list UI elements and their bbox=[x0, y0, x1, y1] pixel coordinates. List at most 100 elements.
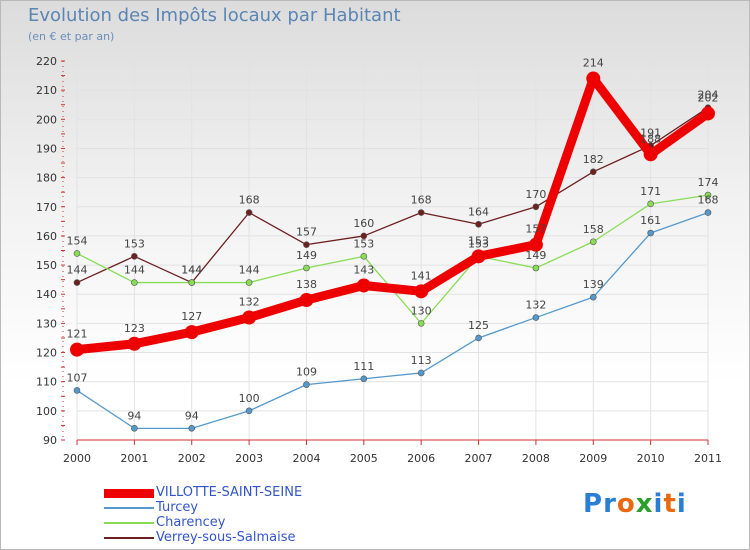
data-point-charencey bbox=[417, 320, 425, 327]
data-label-verrey-sous-salmaise: 164 bbox=[468, 205, 489, 218]
data-label-charencey: 171 bbox=[640, 185, 661, 198]
data-label-turcey: 94 bbox=[127, 409, 141, 422]
data-point-villotte-saint-seine bbox=[528, 237, 543, 252]
logo-letter: r bbox=[603, 489, 617, 519]
data-label-villotte-saint-seine: 143 bbox=[353, 263, 374, 276]
data-point-verrey-sous-salmaise bbox=[303, 241, 310, 248]
data-label-verrey-sous-salmaise: 204 bbox=[698, 89, 719, 102]
y-tick-label: 130 bbox=[36, 317, 57, 330]
x-tick-label: 2011 bbox=[694, 452, 722, 465]
data-point-turcey bbox=[417, 369, 425, 377]
legend-label-verrey: Verrey-sous-Salmaise bbox=[156, 530, 296, 545]
data-label-charencey: 144 bbox=[124, 264, 145, 277]
data-point-charencey bbox=[704, 191, 712, 199]
data-point-verrey-sous-salmaise bbox=[475, 220, 482, 228]
data-point-charencey bbox=[73, 250, 81, 257]
y-tick-label: 140 bbox=[36, 288, 57, 301]
y-tick-label: 150 bbox=[36, 259, 57, 272]
data-point-villotte-saint-seine bbox=[127, 336, 142, 351]
data-label-turcey: 109 bbox=[296, 366, 317, 379]
data-point-turcey bbox=[589, 293, 597, 301]
data-label-charencey: 144 bbox=[181, 264, 202, 277]
data-label-charencey: 144 bbox=[239, 264, 260, 277]
data-label-charencey: 153 bbox=[468, 237, 489, 250]
chart-title: Evolution des Impôts locaux par Habitant bbox=[28, 5, 401, 26]
data-label-turcey: 125 bbox=[468, 319, 489, 332]
x-tick-label: 2008 bbox=[522, 452, 550, 465]
data-label-verrey-sous-salmaise: 160 bbox=[353, 217, 374, 230]
data-point-verrey-sous-salmaise bbox=[589, 168, 597, 176]
legend-item-charencey: Charencey bbox=[104, 515, 364, 531]
data-label-verrey-sous-salmaise: 168 bbox=[411, 194, 432, 207]
x-tick-label: 2006 bbox=[407, 452, 435, 465]
data-point-villotte-saint-seine bbox=[70, 342, 84, 357]
y-tick-label: 120 bbox=[36, 347, 57, 360]
y-tick-label: 210 bbox=[36, 84, 57, 97]
x-tick-label: 2003 bbox=[235, 452, 263, 465]
data-point-villotte-saint-seine bbox=[242, 310, 257, 325]
legend-label-turcey: Turcey bbox=[156, 500, 199, 515]
data-point-villotte-saint-seine bbox=[299, 293, 314, 308]
y-tick-label: 110 bbox=[36, 376, 57, 389]
x-tick-label: 2009 bbox=[579, 452, 607, 465]
data-label-villotte-saint-seine: 123 bbox=[124, 322, 145, 335]
data-point-turcey bbox=[704, 209, 712, 216]
data-label-turcey: 113 bbox=[411, 354, 432, 367]
data-point-charencey bbox=[188, 279, 196, 286]
y-tick-label: 170 bbox=[36, 201, 57, 214]
data-label-villotte-saint-seine: 121 bbox=[67, 328, 88, 341]
data-point-charencey bbox=[647, 200, 654, 208]
data-point-charencey bbox=[360, 253, 368, 260]
y-tick-label: 180 bbox=[36, 172, 57, 185]
legend-item-villotte: VILLOTTE-SAINT-SEINE bbox=[104, 485, 364, 501]
data-label-verrey-sous-salmaise: 144 bbox=[67, 264, 88, 277]
data-point-verrey-sous-salmaise bbox=[245, 209, 253, 216]
data-label-verrey-sous-salmaise: 157 bbox=[296, 226, 317, 239]
series-line-verrey-sous-salmaise bbox=[76, 106, 709, 284]
data-point-charencey bbox=[245, 279, 253, 286]
data-label-turcey: 94 bbox=[185, 409, 199, 422]
x-tick-label: 2004 bbox=[292, 452, 320, 465]
data-point-villotte-saint-seine bbox=[643, 147, 658, 162]
data-label-villotte-saint-seine: 188 bbox=[640, 132, 661, 145]
data-label-turcey: 111 bbox=[353, 360, 374, 373]
data-label-charencey: 149 bbox=[296, 249, 317, 262]
data-label-charencey: 154 bbox=[67, 234, 88, 247]
data-point-villotte-saint-seine bbox=[356, 278, 371, 293]
data-label-villotte-saint-seine: 214 bbox=[583, 56, 604, 69]
data-label-charencey: 174 bbox=[698, 176, 719, 189]
x-tick-label: 2007 bbox=[465, 452, 493, 465]
data-label-turcey: 100 bbox=[239, 392, 260, 405]
data-label-villotte-saint-seine: 141 bbox=[411, 269, 432, 282]
data-label-villotte-saint-seine: 202 bbox=[698, 91, 719, 104]
x-tick-label: 2000 bbox=[63, 452, 91, 465]
data-point-verrey-sous-salmaise bbox=[73, 279, 81, 286]
data-label-verrey-sous-salmaise: 182 bbox=[583, 153, 604, 166]
data-point-villotte-saint-seine bbox=[701, 106, 715, 121]
data-point-turcey bbox=[245, 407, 253, 415]
data-label-villotte-saint-seine: 157 bbox=[525, 223, 546, 236]
legend-swatch-villotte bbox=[104, 489, 154, 498]
x-tick-label: 2002 bbox=[178, 452, 206, 465]
data-label-charencey: 158 bbox=[583, 223, 604, 236]
data-point-turcey bbox=[475, 334, 482, 342]
data-point-turcey bbox=[303, 381, 310, 388]
data-point-villotte-saint-seine bbox=[471, 249, 486, 264]
x-tick-label: 2001 bbox=[120, 452, 148, 465]
data-label-turcey: 161 bbox=[640, 214, 661, 227]
y-tick-label: 100 bbox=[36, 405, 57, 418]
legend-swatch-turcey bbox=[104, 507, 154, 509]
data-point-villotte-saint-seine bbox=[586, 71, 601, 86]
chart-subtitle: (en € et par an) bbox=[28, 30, 115, 43]
data-label-verrey-sous-salmaise: 144 bbox=[181, 264, 202, 277]
legend-label-charencey: Charencey bbox=[156, 515, 226, 530]
series-line-charencey bbox=[76, 194, 709, 325]
data-point-charencey bbox=[589, 238, 597, 246]
data-point-charencey bbox=[303, 264, 310, 272]
data-point-turcey bbox=[73, 387, 81, 394]
logo-letter: i bbox=[676, 489, 687, 519]
data-point-turcey bbox=[131, 425, 138, 432]
data-label-verrey-sous-salmaise: 170 bbox=[525, 188, 546, 201]
